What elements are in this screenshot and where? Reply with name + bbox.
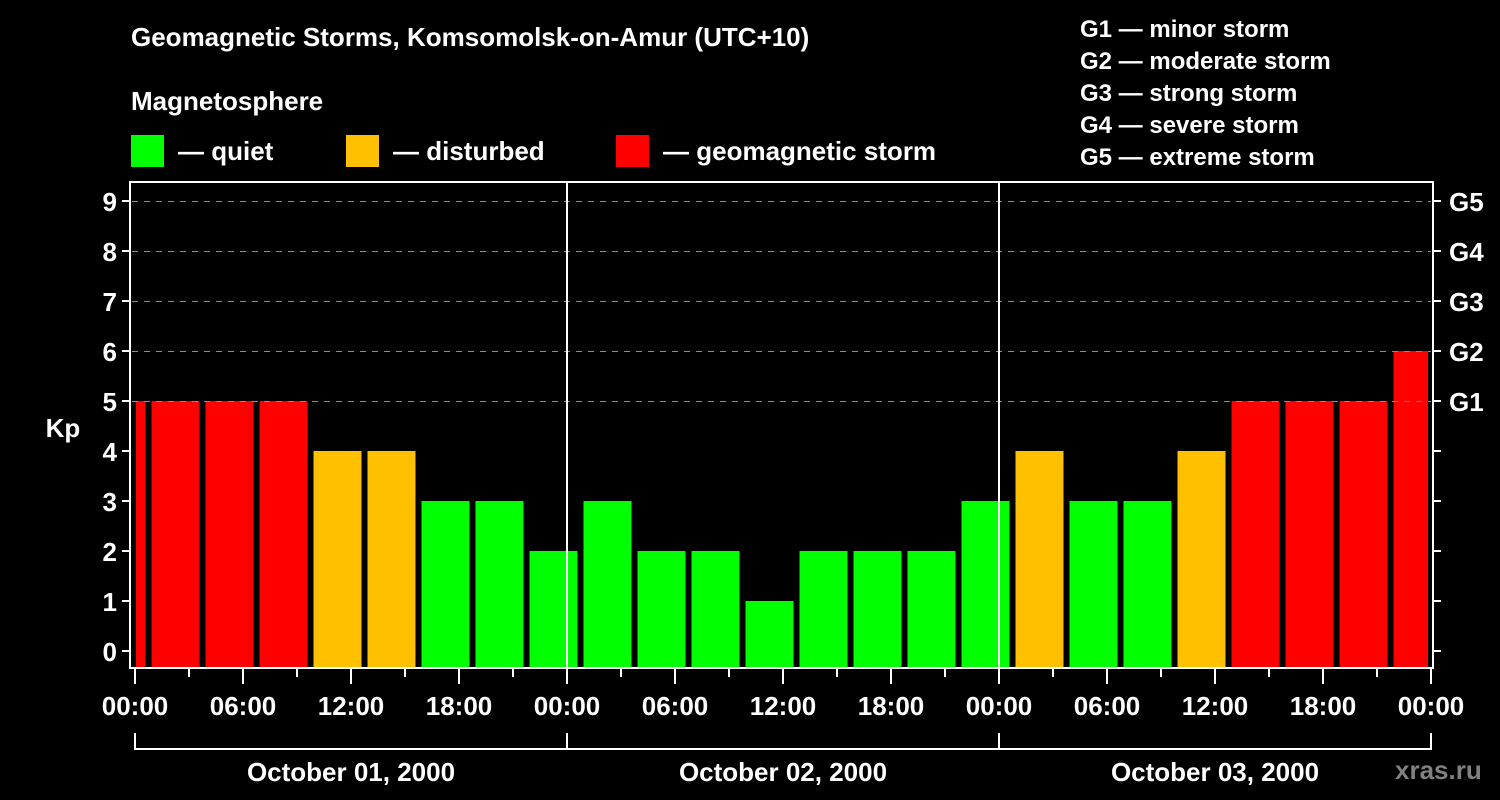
day-label: October 03, 2000 [1111, 757, 1319, 787]
y-tick-label: 1 [103, 587, 117, 617]
g-legend-g2: G2 — moderate storm [1080, 48, 1331, 75]
kp-bar [205, 401, 254, 668]
kp-bar [136, 401, 146, 668]
y-tick-label: 2 [103, 537, 117, 567]
legend-label-storm: — geomagnetic storm [663, 135, 937, 166]
kp-bar [421, 501, 470, 668]
g-scale-label: G5 [1449, 187, 1484, 217]
g-scale-label: G2 [1449, 337, 1484, 367]
kp-bar [1339, 401, 1388, 668]
g-legend-g1: G1 — minor storm [1080, 16, 1290, 43]
kp-bar [907, 551, 956, 668]
kp-bar [529, 551, 578, 668]
legend-label-disturbed: — disturbed [393, 135, 545, 166]
plot-frame [129, 181, 1434, 669]
g-scale-label: G1 [1449, 387, 1484, 417]
kp-bar [1231, 401, 1280, 668]
kp-bar [799, 551, 848, 668]
day-label: October 01, 2000 [247, 757, 455, 787]
g-legend-g5: G5 — extreme storm [1080, 144, 1315, 171]
day-label: October 02, 2000 [679, 757, 887, 787]
x-tick-label: 06:00 [210, 691, 277, 721]
kp-bar [259, 401, 308, 668]
x-tick-label: 18:00 [858, 691, 925, 721]
g-scale-legend: G1 — minor storm G2 — moderate storm G3 … [1080, 14, 1331, 174]
kp-bar [853, 551, 902, 668]
kp-bar [475, 501, 524, 668]
kp-bar [1393, 351, 1428, 668]
kp-bar [313, 451, 362, 668]
x-tick-label: 00:00 [1398, 691, 1465, 721]
g-scale-label: G4 [1449, 237, 1484, 267]
kp-bar [1285, 401, 1334, 668]
y-tick-label: 6 [103, 337, 117, 367]
kp-bar [1015, 451, 1064, 668]
kp-bar [1069, 501, 1118, 668]
x-tick-label: 12:00 [318, 691, 385, 721]
chart-title: Geomagnetic Storms, Komsomolsk-on-Amur (… [131, 22, 810, 52]
y-tick-label: 7 [103, 287, 117, 317]
kp-bar [1123, 501, 1172, 668]
kp-bar [151, 401, 200, 668]
legend-swatch-storm [616, 135, 649, 167]
y-tick-label: 5 [103, 387, 117, 417]
legend-swatch-quiet [131, 135, 164, 167]
g-legend-g4: G4 — severe storm [1080, 112, 1299, 139]
kp-bar [367, 451, 416, 668]
x-tick-label: 00:00 [966, 691, 1033, 721]
x-tick-label: 06:00 [1074, 691, 1141, 721]
kp-bar [745, 601, 794, 668]
x-tick-label: 18:00 [1290, 691, 1357, 721]
kp-bar [637, 551, 686, 668]
x-tick-label: 12:00 [750, 691, 817, 721]
g-scale-label: G3 [1449, 287, 1484, 317]
kp-bar [1177, 451, 1226, 668]
legend-label-quiet: — quiet [178, 135, 274, 166]
x-tick-label: 18:00 [426, 691, 493, 721]
chart-subtitle: Magnetosphere [131, 86, 324, 116]
y-tick-label: 4 [103, 437, 118, 467]
y-tick-label: 8 [103, 237, 117, 267]
y-tick-label: 0 [103, 637, 117, 667]
g-legend-g3: G3 — strong storm [1080, 80, 1298, 107]
y-tick-label: 9 [103, 187, 117, 217]
kp-bar [961, 501, 1010, 668]
kp-bar [583, 501, 632, 668]
x-tick-label: 06:00 [642, 691, 709, 721]
legend-storm: — geomagnetic storm [616, 135, 936, 167]
legend-quiet: — quiet [131, 135, 273, 167]
x-tick-label: 00:00 [102, 691, 169, 721]
legend-swatch-disturbed [346, 135, 379, 167]
x-tick-label: 00:00 [534, 691, 601, 721]
x-tick-label: 12:00 [1182, 691, 1249, 721]
y-axis-label: Kp [46, 413, 81, 443]
legend-disturbed: — disturbed [346, 135, 545, 167]
kp-bar [691, 551, 740, 668]
watermark: xras.ru [1395, 755, 1482, 785]
y-tick-label: 3 [103, 487, 117, 517]
